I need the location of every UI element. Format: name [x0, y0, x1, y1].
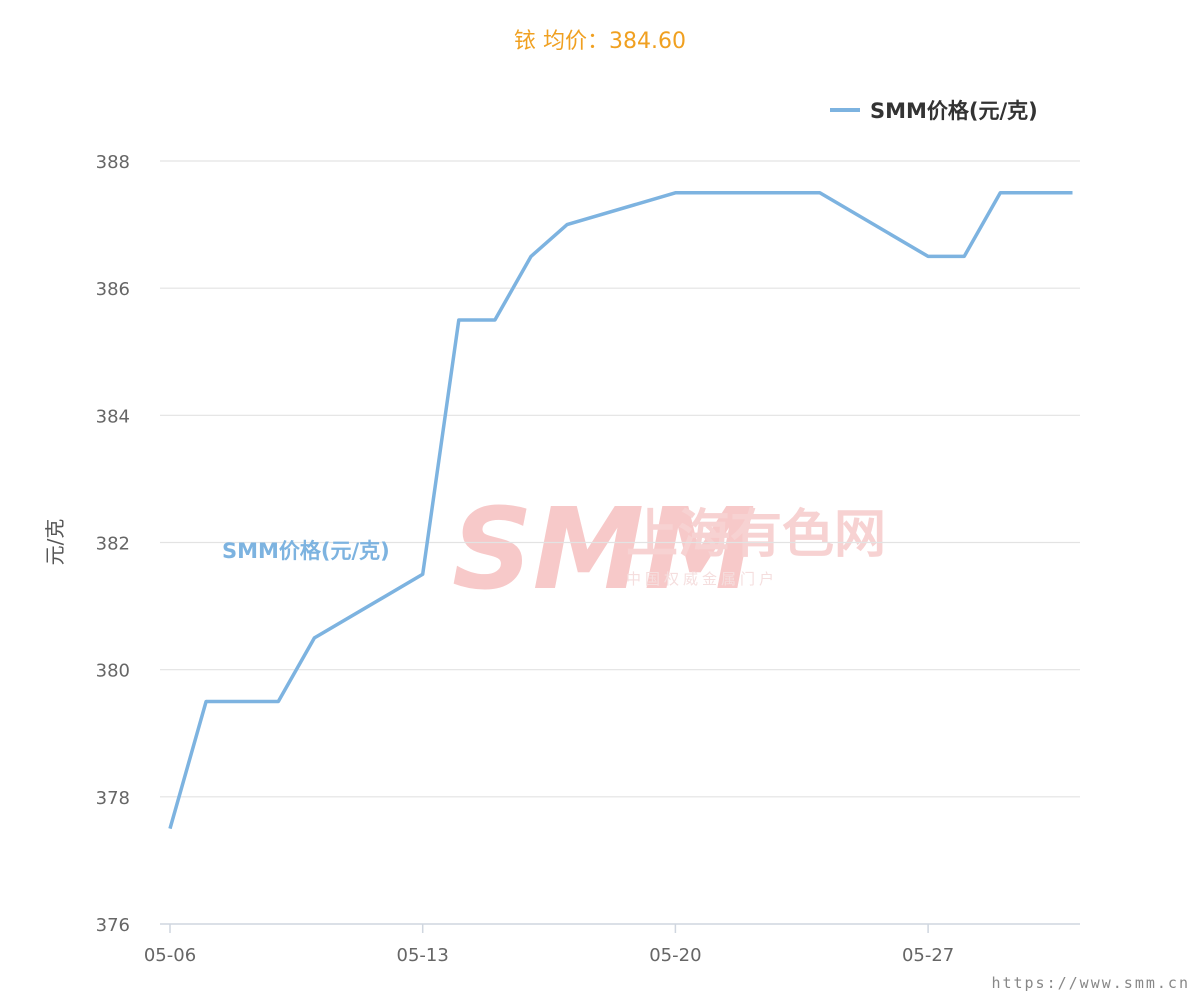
- series-line-smm-price: [168, 191, 1073, 830]
- y-tick-label: 376: [96, 915, 130, 936]
- y-tick-label: 380: [96, 661, 130, 682]
- y-tick-label: 384: [96, 406, 130, 427]
- series-inline-label: SMM价格(元/克): [222, 539, 390, 563]
- footer-url: https://www.smm.cn: [991, 974, 1190, 992]
- y-tick-label: 382: [96, 534, 130, 555]
- x-axis: 05-06 05-13 05-20 05-27: [144, 924, 954, 966]
- y-axis-label: 元/克: [43, 519, 67, 566]
- chart-title: 铱 均价：384.60: [514, 29, 686, 54]
- x-tick-label: 05-06: [144, 945, 196, 966]
- y-tick-label: 388: [96, 152, 130, 173]
- watermark-tagline: 中国权威金属门户: [626, 570, 778, 588]
- x-tick-label: 05-13: [397, 945, 449, 966]
- smm-watermark: SMM 上海有色网 中国权威金属门户: [452, 485, 886, 615]
- x-tick-label: 05-20: [649, 945, 701, 966]
- watermark-name: 上海有色网: [626, 505, 886, 565]
- grid-lines: [160, 160, 1080, 925]
- x-tick-label: 05-27: [902, 945, 954, 966]
- legend[interactable]: SMM价格(元/克): [830, 99, 1038, 123]
- y-axis-ticks: 376 378 380 382 384 386 388: [96, 152, 130, 936]
- legend-entry-smm-price[interactable]: SMM价格(元/克): [870, 99, 1038, 123]
- y-tick-label: 378: [96, 788, 130, 809]
- y-tick-label: 386: [96, 279, 130, 300]
- watermark-logo: SMM: [452, 485, 756, 615]
